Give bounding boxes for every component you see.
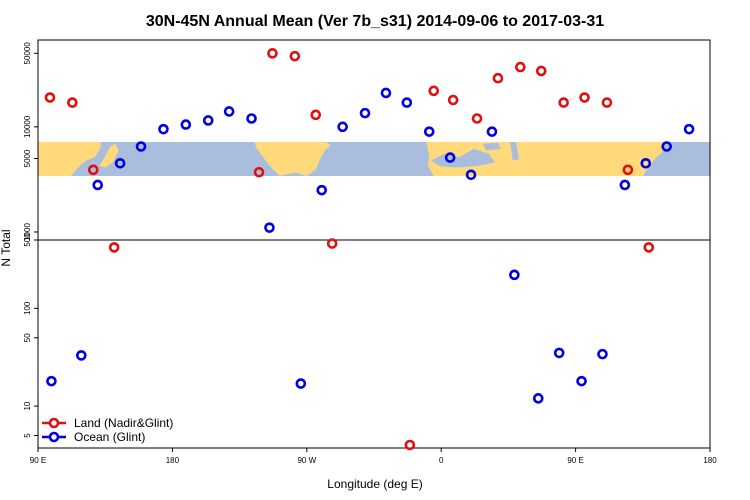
land-point-0 [44, 92, 56, 103]
y-lower-tick-label-3: 10 [23, 401, 32, 410]
land-point-5 [267, 48, 278, 59]
land-point-1 [67, 97, 78, 108]
ocean-point-2 [92, 179, 104, 191]
land-point-13 [492, 72, 504, 84]
ocean-point-9 [246, 113, 257, 124]
ocean-point-1 [76, 350, 87, 361]
ocean-point-13 [337, 121, 348, 133]
land-point-3 [108, 242, 120, 253]
y-lower-tick-label-1: 100 [23, 301, 32, 315]
land-point-6 [289, 50, 301, 62]
data-points [44, 48, 695, 451]
ocean-point-7 [202, 115, 214, 126]
ocean-point-8 [223, 106, 235, 117]
map-land-3 [426, 142, 666, 176]
land-point-20 [643, 242, 655, 253]
land-point-9 [404, 439, 416, 451]
x-axis-label: Longitude (deg E) [327, 477, 422, 491]
ocean-point-18 [444, 152, 456, 163]
ocean-point-19 [465, 169, 477, 181]
y-lower-tick-label-0: 500 [23, 233, 32, 247]
x-tick-label-3: 0 [439, 456, 444, 465]
ocean-point-26 [619, 179, 631, 191]
ocean-point-3 [114, 158, 126, 169]
legend-label-0: Land (Nadir&Glint) [74, 416, 173, 430]
land-point-17 [579, 92, 590, 103]
ocean-point-29 [683, 123, 695, 135]
legend-marker-0 [48, 417, 60, 429]
map-sea-1 [483, 142, 501, 151]
map-sea-3 [375, 160, 389, 168]
ocean-point-21 [509, 269, 520, 281]
x-tick-label-4: 90 E [567, 456, 583, 465]
y-upper-tick-label-3: 1000 [23, 223, 32, 241]
ocean-point-11 [295, 378, 307, 389]
y-upper-tick-label-2: 5000 [23, 149, 32, 167]
land-point-11 [447, 94, 459, 106]
ocean-point-20 [486, 126, 498, 137]
land-point-2 [87, 164, 99, 176]
x-tick-label-2: 90 W [297, 456, 316, 465]
land-point-7 [310, 109, 322, 121]
land-point-19 [622, 164, 634, 176]
ocean-point-6 [180, 119, 192, 130]
ocean-point-28 [661, 141, 672, 152]
ocean-point-14 [359, 107, 371, 119]
map-land-2 [254, 142, 331, 176]
ocean-point-5 [158, 123, 169, 135]
ocean-point-22 [532, 393, 544, 404]
land-point-15 [535, 65, 547, 77]
legend-label-1: Ocean (Glint) [74, 430, 145, 444]
map-land-1 [99, 143, 119, 168]
land-point-16 [558, 97, 569, 108]
land-point-10 [428, 85, 440, 97]
x-axis: 90 E 180 90 W 0 90 E 180 [30, 448, 717, 465]
map-sea-0 [430, 148, 495, 168]
x-tick-label-0: 90 E [30, 456, 46, 465]
x-tick-label-5: 180 [703, 456, 717, 465]
y-lower-tick-label-4: 5 [23, 433, 32, 438]
legend: Land (Nadir&Glint)Ocean (Glint) [42, 416, 173, 444]
ocean-point-4 [135, 141, 147, 152]
y-upper-tick-label-1: 10000 [23, 115, 32, 138]
legend-marker-1 [48, 431, 60, 443]
ocean-point-24 [576, 375, 587, 387]
plot-frame [37, 39, 711, 449]
ocean-point-23 [553, 347, 565, 359]
map-sea-2 [509, 142, 519, 161]
ocean-point-27 [640, 158, 652, 169]
x-tick-label-1: 180 [166, 456, 180, 465]
ocean-point-16 [401, 97, 413, 108]
land-point-12 [471, 113, 483, 124]
ocean-point-25 [597, 348, 608, 360]
land-point-18 [601, 97, 613, 108]
ocean-point-10 [264, 222, 275, 233]
ocean-point-12 [316, 184, 328, 196]
ocean-point-0 [46, 375, 57, 387]
ocean-point-15 [380, 87, 392, 99]
land-point-4 [253, 166, 265, 178]
y-lower-tick-label-2: 50 [23, 333, 32, 342]
land-point-8 [326, 238, 338, 249]
land-point-14 [515, 61, 526, 73]
y-upper-tick-label-0: 50000 [23, 42, 32, 65]
chart-title: 30N-45N Annual Mean (Ver 7b_s31) 2014-09… [146, 13, 604, 30]
map-land-0 [38, 142, 101, 176]
y-axis-label: N Total [0, 229, 13, 266]
ocean-point-17 [423, 126, 435, 137]
map-band [38, 142, 710, 176]
